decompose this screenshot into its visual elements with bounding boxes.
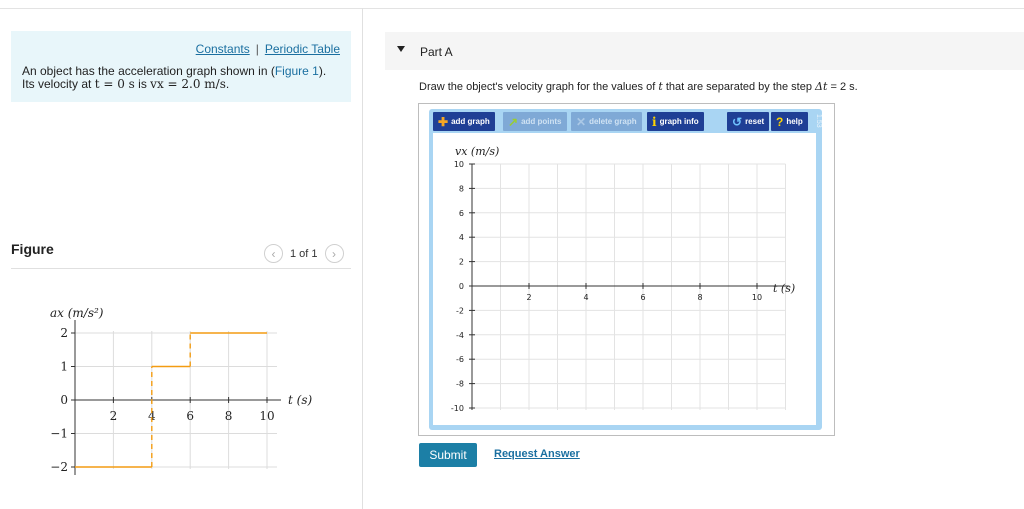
graph-tool: ✚ add graph ↗ add points ✕ delete graph i gr… <box>429 109 822 430</box>
acceleration-chart: 2 4 6 8 10 −2 −1 0 1 2 ax (m/s²) t (s) <box>50 306 312 475</box>
accel-y-tick-label: 1 <box>60 360 68 374</box>
vel-x-tick-label: 10 <box>752 293 762 302</box>
vel-y-tick-label: 6 <box>459 209 464 218</box>
accel-x-tick-label: 6 <box>186 409 194 423</box>
help-icon: ? <box>776 114 784 129</box>
tool-version: 1.53 <box>815 114 822 128</box>
problem-statement: An object has the acceleration graph sho… <box>22 65 342 91</box>
accel-y-tick-label: 0 <box>60 393 68 407</box>
instruction-text-before: Draw the object's velocity graph for the… <box>419 81 659 93</box>
accel-x-axis-label: t (s) <box>288 393 312 407</box>
chevron-left-icon[interactable]: ‹ <box>264 244 283 263</box>
vel-y-axis-label: vx (m/s) <box>455 145 499 158</box>
vel-y-tick-label: -10 <box>451 404 464 413</box>
vel-y-tick-label: 0 <box>459 282 464 291</box>
accel-y-tick-label: −2 <box>50 460 68 474</box>
problem-math-velocity: vx = 2.0 m/s <box>150 77 226 91</box>
vel-y-tick-label: -2 <box>456 306 464 315</box>
reset-label: reset <box>745 117 765 126</box>
part-instruction: Draw the object's velocity graph for the… <box>419 80 858 93</box>
delete-graph-button[interactable]: ✕ delete graph <box>571 112 642 131</box>
part-a-header[interactable]: Part A <box>385 32 1024 70</box>
part-a-label: Part A <box>420 45 453 59</box>
figure-rule <box>11 268 351 269</box>
accel-x-tick-label: 8 <box>225 409 233 423</box>
add-graph-button[interactable]: ✚ add graph <box>433 112 495 131</box>
graph-info-label: graph info <box>659 117 699 126</box>
chevron-right-icon[interactable]: › <box>324 244 344 263</box>
vel-x-axis-label: t (s) <box>773 282 795 295</box>
problem-text-end: . <box>225 77 230 91</box>
problem-info-box: Constants | Periodic Table An object has t… <box>11 31 351 102</box>
instruction-text-end: = 2 s. <box>827 81 858 93</box>
problem-text-is: is <box>134 77 151 91</box>
add-points-icon: ↗ <box>508 114 519 129</box>
vel-y-tick-label: -6 <box>456 355 464 364</box>
vel-y-tick-label: 2 <box>459 258 464 267</box>
help-label: help <box>786 117 803 126</box>
accel-x-tick-label: 4 <box>148 409 156 423</box>
problem-text-before: An object has the acceleration graph sho… <box>22 64 275 78</box>
velocity-chart[interactable]: 2 4 6 8 10 10 8 6 4 2 0 -2 -4 -6 -8 -10 vx (m/s) t (s) <box>433 133 816 425</box>
accel-x-tick-label: 10 <box>259 409 274 423</box>
graph-info-button[interactable]: i graph info <box>647 112 704 131</box>
collapse-triangle-icon[interactable] <box>397 46 405 52</box>
request-answer-link[interactable]: Request Answer <box>494 448 580 460</box>
velocity-plot-area[interactable]: 2 4 6 8 10 10 8 6 4 2 0 -2 -4 -6 -8 -10 vx (m/s) t (s) <box>433 133 816 425</box>
plus-icon: ✚ <box>438 114 449 129</box>
problem-math-time: t = 0 s <box>94 77 135 91</box>
accel-y-tick-label: 2 <box>60 326 68 340</box>
periodic-table-link[interactable]: Periodic Table <box>264 42 340 56</box>
vel-x-tick-label: 8 <box>697 293 702 302</box>
delete-icon: ✕ <box>576 114 587 129</box>
accel-y-tick-label: −1 <box>50 427 68 441</box>
vel-x-tick-label: 4 <box>583 293 588 302</box>
vel-y-tick-label: 10 <box>454 160 464 169</box>
add-points-button[interactable]: ↗ add points <box>503 112 567 131</box>
info-icon: i <box>652 114 657 129</box>
instruction-text-mid: that are separated by the step <box>662 81 816 93</box>
add-graph-label: add graph <box>451 117 490 126</box>
graph-tool-frame: ✚ add graph ↗ add points ✕ delete graph i gr… <box>418 103 835 436</box>
vel-y-tick-label: 4 <box>459 233 464 242</box>
help-button[interactable]: ? help <box>771 112 808 131</box>
vel-y-tick-label: -8 <box>456 380 464 389</box>
column-divider <box>362 8 363 509</box>
resource-links: Constants | Periodic Table <box>196 42 340 56</box>
instruction-var: t <box>658 80 663 93</box>
figure-title: Figure <box>11 241 54 257</box>
vel-x-tick-label: 6 <box>640 293 645 302</box>
links-separator: | <box>255 42 259 56</box>
reset-icon: ↺ <box>732 114 743 129</box>
pager-count: 1 of 1 <box>290 247 318 260</box>
constants-link[interactable]: Constants <box>195 42 250 56</box>
add-points-label: add points <box>521 117 562 126</box>
problem-text-mid: ). Its velocity at <box>22 64 327 91</box>
figure-link[interactable]: Figure 1 <box>274 64 319 78</box>
vel-x-tick-label: 2 <box>526 293 531 302</box>
reset-button[interactable]: ↺ reset <box>727 112 770 131</box>
submit-button[interactable]: Submit <box>419 443 477 467</box>
delete-graph-label: delete graph <box>589 117 637 126</box>
figure-pager: ‹ 1 of 1 › <box>264 244 344 263</box>
accel-x-tick-label: 2 <box>110 409 118 423</box>
instruction-math: Δt <box>815 80 828 93</box>
vel-y-tick-label: -4 <box>456 331 464 340</box>
top-rule <box>0 8 1024 9</box>
accel-y-axis-label: ax (m/s²) <box>50 306 104 320</box>
graph-toolbar: ✚ add graph ↗ add points ✕ delete graph i gr… <box>433 112 822 131</box>
vel-y-tick-label: 8 <box>459 184 464 193</box>
